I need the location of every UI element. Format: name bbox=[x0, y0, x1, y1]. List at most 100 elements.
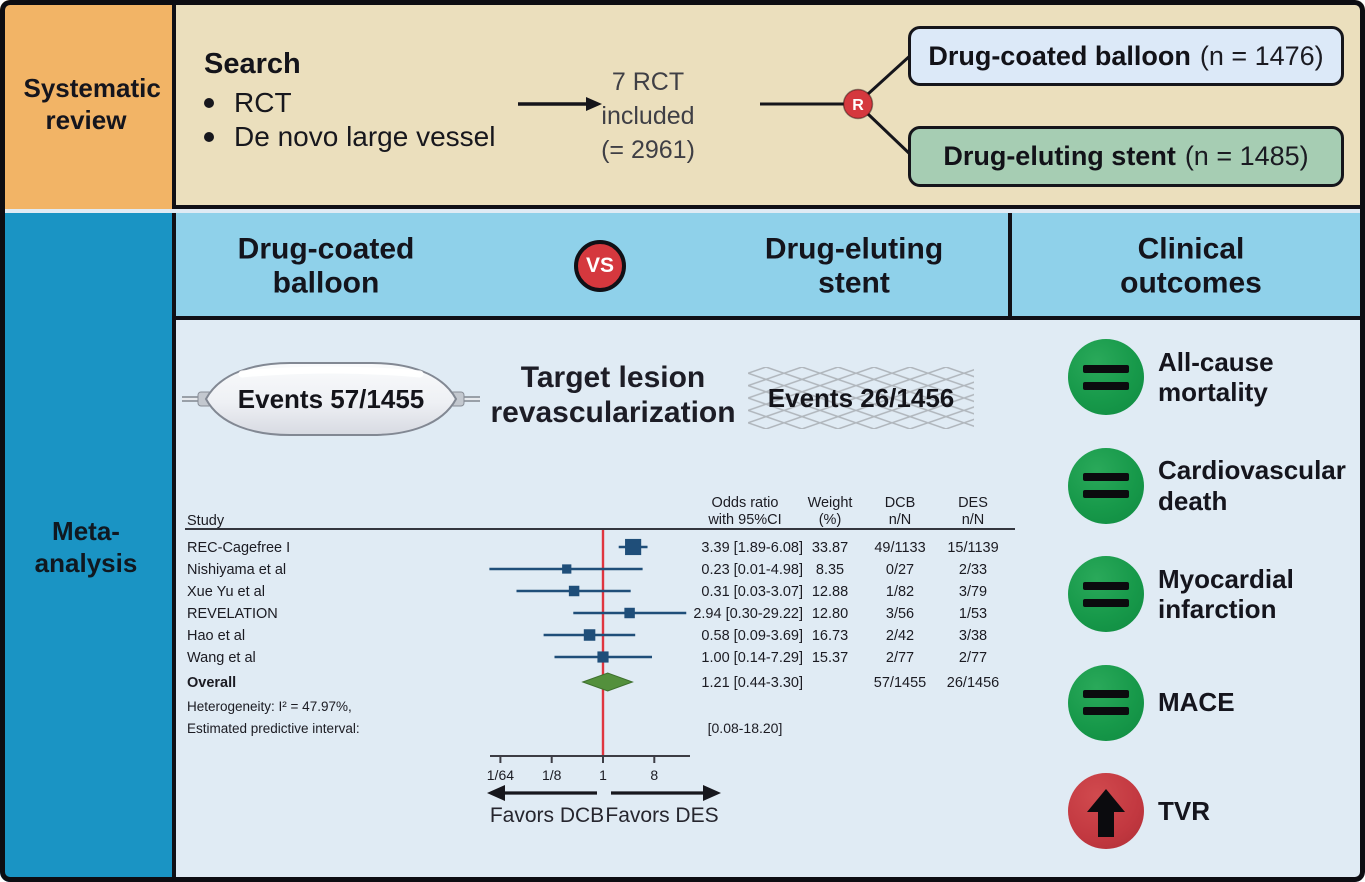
arrow-up-icon bbox=[1068, 773, 1144, 849]
svg-text:15/1139: 15/1139 bbox=[947, 540, 998, 556]
svg-text:Odds ratio: Odds ratio bbox=[712, 495, 779, 511]
forest-row: REVELATION 2.94 [0.30-29.22] 12.80 3/56 1/53 bbox=[187, 606, 987, 622]
svg-text:with 95%CI: with 95%CI bbox=[707, 512, 781, 528]
dcb-arm-box: Drug-coated balloon (n = 1476) bbox=[908, 26, 1344, 86]
svg-text:2/33: 2/33 bbox=[959, 562, 987, 578]
outcome-label: Myocardial infarction bbox=[1158, 563, 1294, 624]
forest-overall-row: Overall 1.21 [0.44-3.30] 57/1455 26/1456 bbox=[187, 672, 999, 692]
svg-text:16.73: 16.73 bbox=[812, 628, 848, 644]
forest-row: REC-Cagefree I 3.39 [1.89-6.08] 33.87 49/11… bbox=[187, 538, 999, 556]
svg-text:0.23 [0.01-4.98]: 0.23 [0.01-4.98] bbox=[701, 562, 803, 578]
des-arm-n: (n = 1485) bbox=[1184, 141, 1309, 171]
dcb-events-text: Events 57/1455 bbox=[238, 384, 424, 414]
svg-text:1.21 [0.44-3.30]: 1.21 [0.44-3.30] bbox=[701, 675, 803, 691]
bullet-dot-icon bbox=[204, 98, 214, 108]
dcb-header-title: Drug-coated balloon bbox=[237, 232, 415, 300]
bullet-dot-icon bbox=[204, 132, 214, 142]
svg-text:1/64: 1/64 bbox=[487, 767, 514, 783]
svg-text:n/N: n/N bbox=[889, 512, 912, 528]
outcome-label: Cardiovascular death bbox=[1158, 455, 1346, 516]
svg-text:Study: Study bbox=[187, 513, 225, 529]
outcome-label: All-cause mortality bbox=[1158, 346, 1274, 407]
equal-icon bbox=[1068, 664, 1144, 741]
outcome-item: Myocardial infarction bbox=[1068, 555, 1360, 633]
svg-text:Wang et al: Wang et al bbox=[187, 650, 256, 666]
clinical-outcomes-cell: Clinical outcomes bbox=[1016, 213, 1365, 320]
clinical-outcomes-title: Clinical outcomes bbox=[1120, 232, 1262, 300]
svg-text:1/8: 1/8 bbox=[542, 767, 562, 783]
svg-text:3/79: 3/79 bbox=[959, 584, 987, 600]
des-arm-name: Drug-eluting stent bbox=[943, 141, 1176, 171]
svg-text:n/N: n/N bbox=[962, 512, 985, 528]
comparison-cell: Drug-coated balloon VS Drug-eluting sten… bbox=[176, 213, 1012, 320]
svg-text:1.00 [0.14-7.29]: 1.00 [0.14-7.29] bbox=[701, 650, 803, 666]
svg-text:15.37: 15.37 bbox=[812, 650, 848, 666]
search-bullet-rct: RCT bbox=[204, 86, 495, 120]
flow-connectors: R bbox=[518, 52, 914, 158]
branch-line-bottom bbox=[866, 112, 914, 158]
des-arm-box: Drug-eluting stent (n = 1485) bbox=[908, 126, 1344, 187]
meta-analysis-label: Meta-analysis bbox=[34, 516, 138, 578]
balloon-icon: Events 57/1455 bbox=[182, 362, 480, 436]
search-heading: Search bbox=[204, 48, 301, 80]
svg-text:REC-Cagefree I: REC-Cagefree I bbox=[187, 540, 290, 556]
dcb-arm-n: (n = 1476) bbox=[1199, 40, 1324, 71]
forest-row: Nishiyama et al 0.23 [0.01-4.98] 8.35 0/27 2… bbox=[187, 562, 987, 578]
svg-text:33.87: 33.87 bbox=[812, 540, 848, 556]
forest-row: Xue Yu et al 0.31 [0.03-3.07] 12.88 1/82 3/7… bbox=[187, 584, 987, 600]
included-line: 7 RCT bbox=[611, 68, 685, 96]
systematic-review-label: Systematic review bbox=[23, 73, 161, 135]
forest-row: Hao et al 0.58 [0.09-3.69] 16.73 2/42 3/38 bbox=[187, 628, 987, 644]
outcome-item: MACE bbox=[1068, 664, 1360, 742]
included-line: included bbox=[601, 101, 695, 130]
branch-line-top bbox=[866, 52, 914, 96]
forest-row: Wang et al 1.00 [0.14-7.29] 15.37 2/77 2/77 bbox=[187, 650, 987, 666]
svg-text:REVELATION: REVELATION bbox=[187, 606, 278, 622]
svg-text:8: 8 bbox=[650, 767, 658, 783]
svg-text:Overall: Overall bbox=[187, 675, 236, 691]
svg-text:Xue Yu et al: Xue Yu et al bbox=[187, 584, 265, 600]
svg-text:3.39 [1.89-6.08]: 3.39 [1.89-6.08] bbox=[701, 540, 803, 556]
systematic-review-cell: Systematic review bbox=[0, 0, 176, 209]
dcb-arm-name: Drug-coated balloon bbox=[928, 40, 1191, 71]
search-bullets: RCT De novo large vessel bbox=[204, 86, 495, 154]
outcome-label: MACE bbox=[1158, 687, 1235, 718]
outcome-label: TVR bbox=[1158, 795, 1210, 826]
arrow-right-icon bbox=[518, 97, 602, 111]
outcome-item: Cardiovascular death bbox=[1068, 447, 1360, 525]
outcome-item: TVR bbox=[1068, 772, 1360, 850]
comparison-header-band: Drug-coated balloon VS Drug-eluting sten… bbox=[176, 213, 1365, 320]
svg-text:DCB: DCB bbox=[885, 495, 916, 511]
svg-text:0.31 [0.03-3.07]: 0.31 [0.03-3.07] bbox=[701, 584, 803, 600]
des-header-title: Drug-eluting stent bbox=[764, 232, 944, 300]
svg-text:2.94 [0.30-29.22]: 2.94 [0.30-29.22] bbox=[693, 606, 803, 622]
svg-text:12.80: 12.80 bbox=[812, 606, 848, 622]
svg-text:2/77: 2/77 bbox=[886, 650, 914, 666]
forest-title: Target lesion revascularization bbox=[490, 361, 736, 430]
svg-text:1/82: 1/82 bbox=[886, 584, 914, 600]
svg-text:Nishiyama et al: Nishiyama et al bbox=[187, 562, 286, 578]
svg-text:Favors DCB: Favors DCB bbox=[490, 804, 604, 827]
equal-icon bbox=[1068, 339, 1144, 415]
svg-text:57/1455: 57/1455 bbox=[874, 675, 926, 691]
svg-text:DES: DES bbox=[958, 495, 988, 511]
forest-axis: 1/64 1/8 1 8 bbox=[487, 755, 690, 783]
equal-icon bbox=[1068, 556, 1144, 632]
randomization-icon bbox=[842, 88, 874, 120]
stent-icon: Events 26/1456 bbox=[748, 367, 974, 429]
svg-text:1: 1 bbox=[599, 767, 607, 783]
svg-text:2/77: 2/77 bbox=[959, 650, 987, 666]
svg-text:26/1456: 26/1456 bbox=[947, 675, 999, 691]
svg-text:0.58 [0.09-3.69]: 0.58 [0.09-3.69] bbox=[701, 628, 803, 644]
svg-text:3/38: 3/38 bbox=[959, 628, 987, 644]
bullet-text: De novo large vessel bbox=[234, 121, 496, 152]
systematic-review-band: Search RCT De novo large vessel 7 RCT in… bbox=[0, 0, 1365, 209]
bullet-text: RCT bbox=[234, 87, 292, 118]
search-bullet-vessel: De novo large vessel bbox=[204, 120, 495, 154]
svg-text:49/1133: 49/1133 bbox=[874, 540, 925, 556]
svg-text:[0.08-18.20]: [0.08-18.20] bbox=[708, 720, 783, 736]
svg-text:Heterogeneity: I² = 47.97%,: Heterogeneity: I² = 47.97%, bbox=[187, 699, 352, 714]
svg-text:Hao et al: Hao et al bbox=[187, 628, 245, 644]
